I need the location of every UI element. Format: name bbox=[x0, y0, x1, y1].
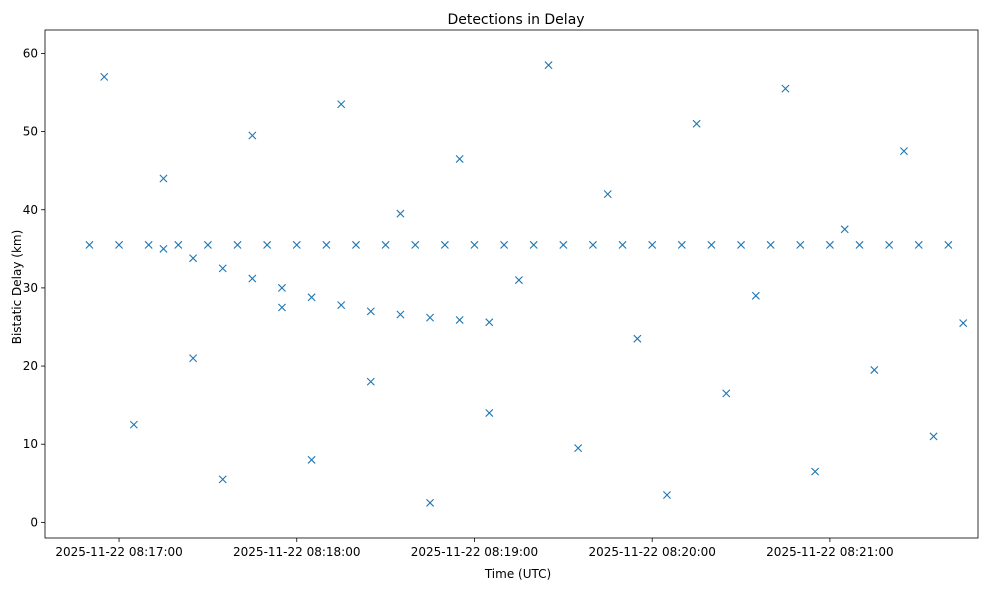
data-point bbox=[352, 240, 360, 249]
data-point bbox=[514, 276, 523, 285]
data-point bbox=[189, 354, 198, 363]
data-point bbox=[722, 389, 731, 398]
data-point bbox=[544, 61, 553, 70]
data-point bbox=[929, 432, 938, 441]
data-point bbox=[914, 240, 923, 249]
y-tick-label: 20 bbox=[23, 359, 38, 373]
data-point bbox=[381, 240, 390, 249]
data-point bbox=[189, 254, 198, 263]
data-point bbox=[396, 209, 405, 218]
data-point bbox=[159, 174, 168, 183]
y-tick-label: 0 bbox=[30, 515, 38, 529]
data-point bbox=[366, 307, 375, 316]
data-point bbox=[159, 244, 168, 253]
data-point bbox=[396, 310, 405, 319]
data-point bbox=[337, 100, 346, 109]
data-point bbox=[322, 240, 331, 249]
data-point bbox=[218, 264, 227, 273]
y-tick-label: 10 bbox=[23, 437, 38, 451]
data-point bbox=[307, 293, 316, 302]
y-axis-label: Bistatic Delay (km) bbox=[10, 230, 24, 345]
data-point bbox=[115, 240, 124, 249]
y-tick-label: 50 bbox=[23, 125, 38, 139]
data-point bbox=[663, 491, 671, 500]
data-point bbox=[292, 240, 301, 249]
data-point bbox=[618, 240, 627, 249]
data-point bbox=[426, 498, 435, 507]
data-point bbox=[455, 154, 464, 163]
data-point bbox=[248, 274, 257, 283]
data-point bbox=[233, 240, 242, 249]
y-tick-label: 40 bbox=[23, 203, 38, 217]
data-point bbox=[574, 444, 583, 453]
data-point bbox=[766, 240, 775, 249]
data-point bbox=[751, 291, 760, 300]
data-point bbox=[529, 240, 538, 249]
data-point bbox=[129, 420, 138, 429]
x-tick-label: 2025-11-22 08:21:00 bbox=[766, 545, 893, 559]
data-point bbox=[944, 240, 953, 249]
x-axis-label: Time (UTC) bbox=[484, 567, 551, 581]
data-point bbox=[559, 240, 568, 249]
data-point bbox=[825, 240, 834, 249]
data-point bbox=[885, 240, 894, 249]
x-tick-label: 2025-11-22 08:20:00 bbox=[588, 545, 715, 559]
y-tick-label: 60 bbox=[23, 46, 38, 60]
data-point bbox=[959, 319, 968, 328]
data-point bbox=[796, 240, 805, 249]
data-point bbox=[707, 240, 716, 249]
data-point bbox=[840, 225, 849, 234]
data-point bbox=[470, 240, 479, 249]
data-point bbox=[455, 315, 464, 324]
data-point bbox=[588, 240, 597, 249]
data-point bbox=[307, 455, 316, 464]
data-point bbox=[277, 283, 286, 292]
data-point bbox=[855, 240, 864, 249]
data-point bbox=[500, 240, 509, 249]
data-point bbox=[100, 72, 109, 81]
data-point bbox=[692, 119, 701, 128]
y-tick-label: 30 bbox=[23, 281, 38, 295]
data-point bbox=[870, 365, 879, 374]
data-point bbox=[366, 377, 375, 386]
data-point bbox=[737, 240, 746, 249]
x-tick-label: 2025-11-22 08:19:00 bbox=[411, 545, 538, 559]
y-axis-ticks: 0 10 20 30 40 50 60 bbox=[23, 46, 45, 529]
data-point bbox=[85, 240, 94, 249]
data-point bbox=[337, 301, 346, 310]
data-point bbox=[648, 240, 657, 249]
data-point bbox=[811, 467, 820, 476]
data-point bbox=[899, 147, 908, 156]
data-point bbox=[277, 303, 286, 312]
data-point bbox=[203, 240, 212, 249]
data-point bbox=[633, 334, 642, 343]
data-markers bbox=[85, 61, 968, 507]
data-point bbox=[263, 240, 272, 249]
data-point bbox=[603, 190, 612, 199]
chart-title: Detections in Delay bbox=[447, 12, 584, 28]
data-point bbox=[144, 240, 153, 249]
x-tick-label: 2025-11-22 08:17:00 bbox=[55, 545, 182, 559]
data-point bbox=[440, 240, 449, 249]
data-point bbox=[174, 240, 183, 249]
data-point bbox=[426, 313, 435, 322]
x-tick-label: 2025-11-22 08:18:00 bbox=[233, 545, 360, 559]
data-point bbox=[485, 408, 494, 417]
data-point bbox=[218, 475, 227, 484]
data-point bbox=[781, 84, 790, 93]
data-point bbox=[411, 240, 420, 249]
x-axis-ticks: 2025-11-22 08:17:00 2025-11-22 08:18:00 20… bbox=[55, 538, 894, 559]
data-point bbox=[248, 131, 257, 140]
data-point bbox=[677, 240, 686, 249]
axes-frame bbox=[44, 29, 979, 539]
data-point bbox=[485, 318, 494, 327]
